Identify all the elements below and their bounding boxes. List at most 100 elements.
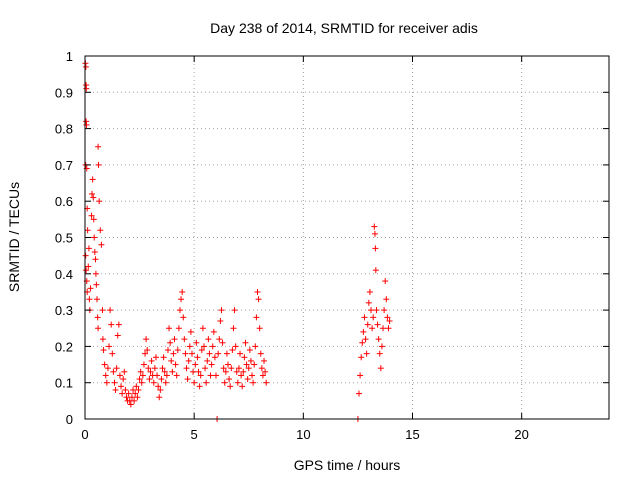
data-point bbox=[100, 347, 107, 354]
data-point bbox=[123, 394, 130, 401]
data-point bbox=[160, 354, 167, 361]
data-point bbox=[208, 361, 215, 368]
y-tick-label: 1 bbox=[66, 49, 73, 64]
data-point bbox=[371, 223, 378, 230]
data-point bbox=[386, 317, 393, 324]
data-point bbox=[184, 376, 191, 383]
data-point bbox=[159, 365, 166, 372]
data-point bbox=[244, 376, 251, 383]
data-point bbox=[88, 212, 95, 219]
data-point bbox=[144, 347, 151, 354]
data-point bbox=[86, 296, 93, 303]
data-point bbox=[216, 336, 223, 343]
x-axis-title: GPS time / hours bbox=[294, 457, 401, 473]
data-point bbox=[241, 354, 248, 361]
data-point bbox=[233, 368, 240, 375]
y-tick-label: 0.5 bbox=[55, 231, 73, 246]
data-point bbox=[130, 386, 137, 393]
data-point bbox=[98, 241, 105, 248]
data-point bbox=[382, 278, 389, 285]
data-point bbox=[94, 296, 101, 303]
data-point bbox=[242, 339, 249, 346]
data-point bbox=[358, 354, 365, 361]
x-tick-label: 20 bbox=[514, 427, 528, 442]
data-point bbox=[122, 386, 129, 393]
data-point bbox=[237, 350, 244, 357]
data-point bbox=[203, 379, 210, 386]
data-point bbox=[211, 354, 218, 361]
data-point bbox=[101, 361, 108, 368]
data-point bbox=[99, 307, 106, 314]
data-point bbox=[88, 190, 95, 197]
data-point bbox=[357, 372, 364, 379]
data-point bbox=[166, 325, 173, 332]
y-tick-label: 0.1 bbox=[55, 376, 73, 391]
data-point bbox=[372, 267, 379, 274]
data-point bbox=[209, 343, 216, 350]
data-point bbox=[106, 343, 113, 350]
data-point bbox=[92, 256, 99, 263]
data-point bbox=[116, 372, 123, 379]
data-point bbox=[210, 328, 217, 335]
data-point bbox=[380, 325, 387, 332]
data-point bbox=[369, 325, 376, 332]
data-point bbox=[385, 325, 392, 332]
y-tick-label: 0.7 bbox=[55, 158, 73, 173]
data-point bbox=[143, 336, 150, 343]
data-point bbox=[138, 379, 145, 386]
data-point bbox=[365, 299, 372, 306]
data-point bbox=[133, 383, 140, 390]
data-point bbox=[120, 376, 127, 383]
data-point bbox=[235, 365, 242, 372]
data-point bbox=[125, 390, 132, 397]
data-point bbox=[111, 379, 118, 386]
data-point bbox=[226, 376, 233, 383]
data-point bbox=[95, 161, 102, 168]
data-point bbox=[221, 379, 228, 386]
data-point bbox=[378, 343, 385, 350]
data-point bbox=[206, 350, 213, 357]
data-point bbox=[368, 307, 375, 314]
data-point bbox=[375, 336, 382, 343]
data-point bbox=[200, 343, 207, 350]
data-point bbox=[132, 390, 139, 397]
data-point bbox=[156, 394, 163, 401]
data-point bbox=[115, 321, 122, 328]
data-point bbox=[181, 336, 188, 343]
data-point bbox=[147, 368, 154, 375]
data-point bbox=[191, 379, 198, 386]
data-point bbox=[255, 296, 262, 303]
data-point bbox=[95, 143, 102, 150]
y-tick-label: 0 bbox=[66, 412, 73, 427]
data-point bbox=[383, 296, 390, 303]
data-point bbox=[179, 288, 186, 295]
data-point bbox=[249, 372, 256, 379]
data-point bbox=[152, 354, 159, 361]
data-point bbox=[213, 372, 219, 379]
data-point bbox=[204, 357, 211, 364]
data-point bbox=[230, 325, 237, 332]
data-point bbox=[128, 394, 135, 401]
data-point bbox=[91, 234, 98, 241]
data-point bbox=[192, 361, 199, 368]
data-point bbox=[243, 361, 250, 368]
data-point bbox=[83, 85, 90, 92]
data-point bbox=[207, 372, 214, 379]
data-point bbox=[228, 365, 235, 372]
data-point bbox=[162, 379, 169, 386]
data-point bbox=[360, 328, 367, 335]
data-point bbox=[137, 368, 144, 375]
data-point bbox=[376, 350, 383, 357]
data-point bbox=[263, 379, 270, 386]
data-point bbox=[227, 383, 234, 390]
data-point bbox=[234, 379, 241, 386]
data-point bbox=[373, 307, 380, 314]
data-point bbox=[136, 376, 143, 383]
data-point bbox=[164, 347, 171, 354]
x-tick-label: 10 bbox=[296, 427, 310, 442]
data-point bbox=[102, 372, 109, 379]
data-point bbox=[114, 332, 121, 339]
data-point bbox=[171, 336, 178, 343]
data-point bbox=[187, 328, 194, 335]
data-point bbox=[370, 314, 377, 321]
